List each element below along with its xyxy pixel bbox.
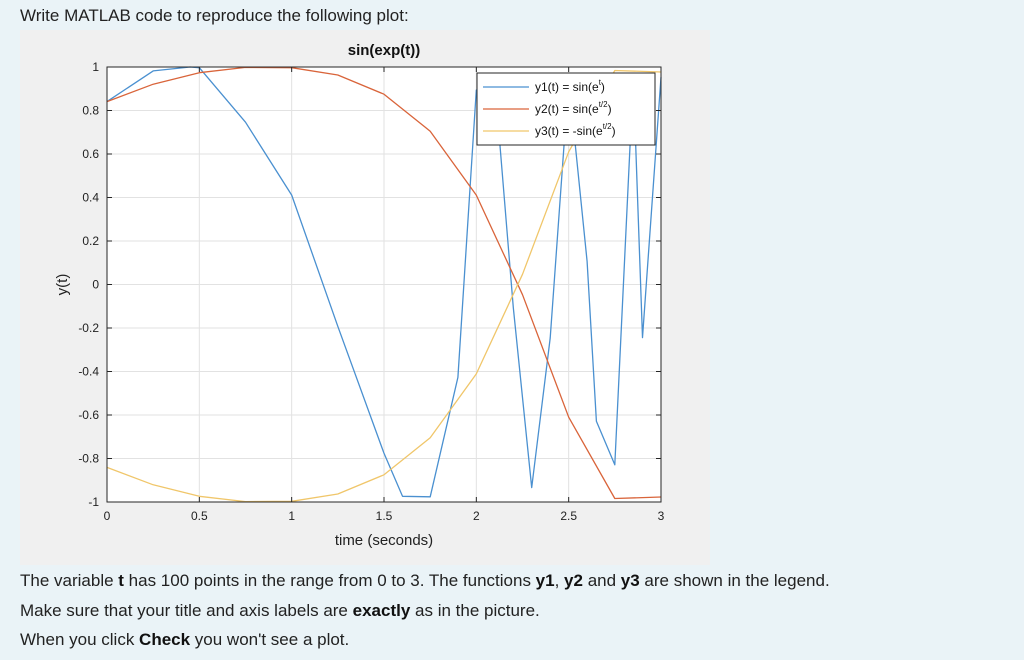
instruction-text: The variable bbox=[20, 571, 119, 590]
instruction-line-2: Make sure that your title and axis label… bbox=[20, 596, 1020, 626]
instruction-line-1: The variable t has 100 points in the ran… bbox=[20, 566, 1020, 596]
instruction-text: has 100 points in the range from 0 to 3.… bbox=[123, 571, 536, 590]
instruction-text: are shown in the legend. bbox=[639, 571, 830, 590]
series-line-3 bbox=[106, 69, 662, 503]
figure-area: 0 0.5 1 1.5 2 2.5 3 1 0.8 0.6 0.4 0.2 0 -0.2 -0.4 -0.6 -… bbox=[20, 30, 710, 565]
y-tick-label: 0.6 bbox=[82, 147, 99, 161]
instruction-text: you won't see a plot. bbox=[190, 630, 350, 649]
emphasis-exactly: exactly bbox=[352, 600, 411, 620]
instruction-text: as in the picture. bbox=[410, 600, 540, 620]
x-tick-label: 0 bbox=[104, 509, 111, 523]
chart-title: sin(exp(t)) bbox=[348, 42, 421, 59]
x-tick-label: 0.5 bbox=[191, 509, 208, 523]
x-tick-label: 1 bbox=[288, 509, 295, 523]
y-tick-label: 0.2 bbox=[82, 234, 99, 248]
legend-entry: y2(t) = sin(et/2) bbox=[535, 100, 612, 116]
question-prompt: Write MATLAB code to reproduce the follo… bbox=[20, 6, 409, 25]
y-tick-label: -0.8 bbox=[78, 452, 99, 466]
legend-entry: y3(t) = -sin(et/2) bbox=[535, 122, 616, 138]
x-tick-label: 1.5 bbox=[376, 509, 393, 523]
instruction-text: and bbox=[582, 571, 621, 590]
variable-y1: y1 bbox=[535, 571, 555, 590]
instruction-text: , bbox=[554, 571, 565, 590]
series-line-1 bbox=[106, 66, 662, 498]
y-tick-label: -0.2 bbox=[78, 321, 99, 335]
instructions: The variable t has 100 points in the ran… bbox=[20, 566, 1020, 655]
x-tick-label: 3 bbox=[658, 509, 665, 523]
instruction-text: Make sure that your title and axis label… bbox=[20, 600, 353, 620]
instruction-text: When you click bbox=[20, 630, 140, 649]
variable-y2: y2 bbox=[564, 571, 583, 590]
variable-t: t bbox=[118, 571, 124, 590]
y-tick-label: 0.4 bbox=[82, 191, 99, 205]
emphasis-check: Check bbox=[139, 630, 191, 649]
x-tick-label: 2 bbox=[473, 509, 480, 523]
x-axis-label: time (seconds) bbox=[335, 532, 433, 549]
variable-y3: y3 bbox=[620, 571, 640, 590]
series-line-2 bbox=[106, 66, 662, 500]
y-tick-label: -1 bbox=[88, 495, 99, 509]
instruction-line-3: When you click Check you won't see a plo… bbox=[20, 625, 1020, 655]
line-chart: 0 0.5 1 1.5 2 2.5 3 1 0.8 0.6 0.4 0.2 0 -0.2 -0.4 -0.6 -… bbox=[54, 42, 665, 549]
x-tick-label: 2.5 bbox=[560, 509, 577, 523]
y-tick-label: -0.4 bbox=[78, 365, 99, 379]
y-tick-label: -0.6 bbox=[78, 408, 99, 422]
y-tick-label: 1 bbox=[92, 60, 99, 74]
y-tick-label: 0.8 bbox=[82, 104, 99, 118]
y-axis-label: y(t) bbox=[54, 274, 71, 296]
y-tick-label: 0 bbox=[92, 278, 99, 292]
legend-entry: y1(t) = sin(et) bbox=[535, 78, 605, 94]
